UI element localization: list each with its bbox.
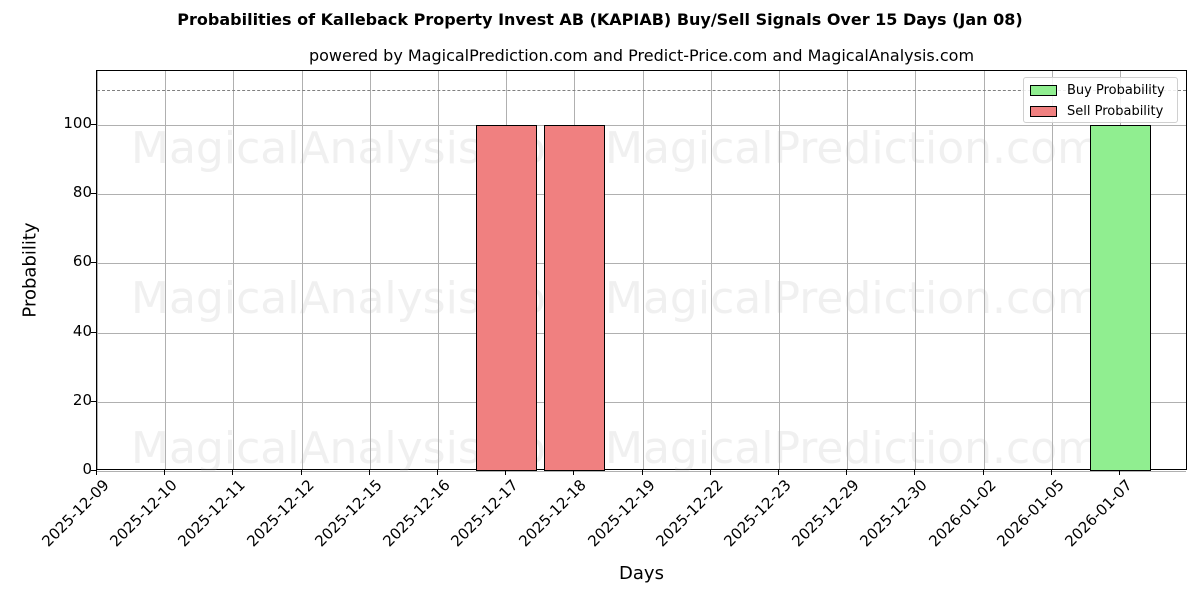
x-tick-mark <box>232 470 234 475</box>
gridline-vertical <box>1051 71 1053 469</box>
y-tick-label: 80 <box>72 183 92 202</box>
x-tick-label: 2025-12-09 <box>38 476 113 551</box>
gridline-vertical <box>915 71 917 469</box>
y-tick-mark <box>91 124 96 125</box>
watermark: MagicalPrediction.com <box>605 123 1100 174</box>
x-tick-mark <box>505 470 507 475</box>
gridline-vertical <box>847 71 849 469</box>
y-tick-label: 20 <box>72 390 92 409</box>
chart-subtitle: powered by MagicalPrediction.com and Pre… <box>308 46 975 65</box>
gridline-vertical <box>369 71 371 469</box>
x-tick-mark <box>914 470 916 475</box>
x-tick-mark <box>641 470 643 475</box>
x-tick-label: 2025-12-19 <box>583 476 659 551</box>
x-tick-mark <box>846 470 848 475</box>
gridline-vertical <box>642 71 644 469</box>
x-tick-mark <box>300 470 302 475</box>
gridline-horizontal <box>97 194 1186 196</box>
gridline-horizontal <box>97 263 1186 265</box>
gridline-horizontal <box>97 332 1186 334</box>
x-tick-label: 2026-01-05 <box>993 476 1068 551</box>
x-tick-label: 2025-12-10 <box>106 476 181 551</box>
buy-swatch-icon <box>1030 84 1057 96</box>
x-tick-mark <box>368 470 370 475</box>
y-tick-mark <box>91 400 96 402</box>
gridline-horizontal <box>97 471 1186 472</box>
gridline-vertical <box>97 71 98 469</box>
x-tick-mark <box>709 470 711 475</box>
x-tick-label: 2026-01-07 <box>1061 476 1136 551</box>
x-tick-mark <box>96 470 97 475</box>
x-tick-label: 2025-12-30 <box>856 476 932 551</box>
gridline-vertical <box>301 71 303 469</box>
x-tick-label: 2025-12-12 <box>242 476 318 551</box>
x-tick-label: 2025-12-11 <box>174 476 250 551</box>
x-tick-mark <box>437 470 438 475</box>
gridline-vertical <box>438 71 439 469</box>
gridline-horizontal <box>97 125 1186 126</box>
x-tick-mark <box>982 470 984 475</box>
gridline-horizontal <box>97 401 1186 403</box>
x-tick-mark <box>573 470 575 475</box>
x-tick-mark <box>1119 470 1120 475</box>
x-tick-label: 2025-12-22 <box>652 476 727 551</box>
gridline-vertical <box>983 71 985 469</box>
gridline-vertical <box>710 71 712 469</box>
y-tick-label: 40 <box>72 321 92 340</box>
y-tick-mark <box>91 331 96 333</box>
legend-item-buy: Buy Probability <box>1030 82 1165 98</box>
x-tick-label: 2025-12-15 <box>311 476 386 551</box>
plot-area: MagicalAnalysis.com MagicalPrediction.com… <box>96 70 1187 474</box>
legend-buy-label: Buy Probability <box>1067 82 1165 98</box>
y-tick-label: 60 <box>72 252 92 271</box>
x-tick-mark <box>164 470 166 475</box>
y-tick-label: 100 <box>63 114 92 132</box>
legend-sell-label: Sell Probability <box>1067 103 1164 119</box>
y-axis-label: Probability <box>19 222 41 318</box>
y-tick-label: 0 <box>82 460 92 478</box>
x-tick-label: 2025-12-16 <box>379 476 454 551</box>
watermark: MagicalPrediction.com <box>605 423 1100 474</box>
sell-swatch-icon <box>1030 105 1057 117</box>
gridline-vertical <box>779 71 780 469</box>
y-tick-mark <box>91 193 96 195</box>
y-tick-mark <box>91 470 96 471</box>
x-tick-label: 2025-12-29 <box>788 476 863 551</box>
x-tick-label: 2025-12-18 <box>515 476 591 551</box>
x-axis-label: Days <box>619 563 664 584</box>
x-tick-mark <box>778 470 779 475</box>
legend: Buy Probability Sell Probability <box>1023 77 1178 123</box>
buy-bar <box>1089 125 1151 471</box>
watermark: MagicalPrediction.com <box>605 273 1100 324</box>
legend-item-sell: Sell Probability <box>1030 103 1163 119</box>
threshold-line <box>97 90 1186 92</box>
sell-bar <box>475 125 537 471</box>
x-tick-label: 2025-12-23 <box>720 476 795 551</box>
gridline-vertical <box>233 71 235 469</box>
y-tick-mark <box>91 262 96 264</box>
gridline-vertical <box>165 71 167 469</box>
x-tick-label: 2025-12-17 <box>447 476 522 551</box>
x-tick-mark <box>1050 470 1052 475</box>
x-tick-label: 2026-01-02 <box>924 476 1000 551</box>
sell-bar <box>543 125 605 471</box>
chart-title: Probabilities of Kalleback Property Inve… <box>177 10 1023 29</box>
